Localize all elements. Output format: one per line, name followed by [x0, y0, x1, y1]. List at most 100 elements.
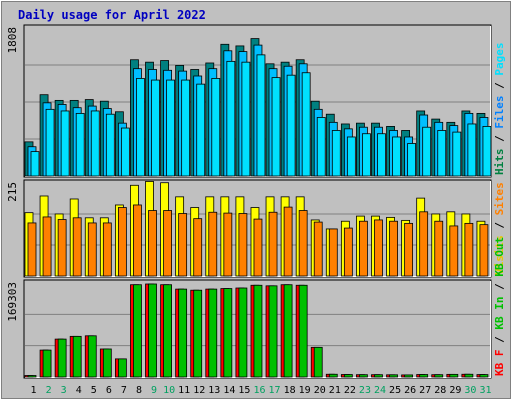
bar-mid-sites-day-20 — [313, 221, 323, 277]
panel-bot-legend: KB F / KB In / KB Out — [493, 237, 506, 376]
bar-bot-kb-in-day-11 — [178, 288, 188, 378]
bar-top-pages-day-27 — [422, 126, 432, 177]
bar-top-pages-day-22 — [346, 136, 356, 177]
day-label-7: 7 — [121, 385, 127, 396]
bar-bot-kb-in-day-16 — [253, 284, 263, 378]
bar-bot-kb-in-day-2 — [42, 349, 52, 378]
day-label-22: 22 — [344, 385, 356, 396]
bar-top-pages-day-1 — [30, 151, 40, 177]
day-label-2: 2 — [46, 385, 52, 396]
bar-mid-sites-day-31 — [479, 224, 489, 277]
bar-bot-kb-in-day-27 — [419, 374, 429, 378]
bar-mid-sites-day-18 — [283, 206, 293, 277]
bar-top-pages-day-17 — [271, 77, 281, 177]
bar-bot-kb-in-day-26 — [404, 374, 414, 378]
day-label-11: 11 — [178, 385, 190, 396]
day-label-29: 29 — [449, 385, 461, 396]
bar-mid-sites-day-15 — [238, 213, 248, 277]
bar-mid-sites-day-6 — [102, 222, 112, 277]
day-label-31: 31 — [479, 385, 491, 396]
bar-mid-sites-day-5 — [87, 222, 97, 277]
legend-separator: / — [493, 277, 506, 297]
day-label-9: 9 — [151, 385, 157, 396]
bar-top-pages-day-9 — [151, 79, 160, 177]
legend-separator: / — [493, 215, 506, 235]
bar-top-pages-day-15 — [241, 61, 251, 177]
bar-bot-kb-in-day-14 — [223, 288, 233, 378]
bar-bot-kb-in-day-3 — [57, 338, 67, 378]
bar-bot-kb-in-day-15 — [238, 287, 248, 378]
legend-item-hits: Hits — [493, 149, 506, 176]
bar-bot-kb-in-day-9 — [148, 283, 157, 378]
bar-top-pages-day-10 — [166, 79, 175, 177]
bar-mid-sites-day-30 — [464, 222, 474, 277]
day-label-23: 23 — [359, 385, 371, 396]
bar-bot-kb-in-day-4 — [72, 335, 82, 378]
bar-top-pages-day-11 — [181, 79, 191, 177]
bar-bot-kb-in-day-13 — [208, 288, 218, 378]
bar-mid-sites-day-13 — [208, 211, 218, 277]
bar-mid-sites-day-14 — [223, 212, 233, 277]
bar-mid-sites-day-4 — [72, 217, 82, 277]
day-label-30: 30 — [464, 385, 476, 396]
bar-mid-sites-day-25 — [389, 220, 398, 277]
legend-separator: / — [493, 129, 506, 149]
bar-bot-kb-in-day-25 — [389, 374, 398, 378]
legend-item-sites: Sites — [493, 182, 506, 215]
bar-top-pages-day-2 — [45, 108, 55, 177]
bar-mid-sites-day-29 — [449, 225, 459, 277]
panel-bot-max-label: 169303 — [6, 282, 19, 322]
bar-top-pages-day-28 — [437, 130, 447, 177]
day-label-27: 27 — [419, 385, 431, 396]
bar-bot-kb-in-day-7 — [117, 358, 127, 378]
bar-mid-sites-day-28 — [434, 220, 444, 277]
bar-mid-sites-day-9 — [148, 210, 157, 277]
legend-separator: / — [493, 76, 506, 96]
bar-mid-sites-day-21 — [328, 228, 338, 277]
bar-bot-kb-in-day-28 — [434, 374, 444, 378]
day-label-20: 20 — [314, 385, 326, 396]
day-label-8: 8 — [136, 385, 142, 396]
bar-top-pages-day-20 — [316, 117, 326, 177]
day-label-24: 24 — [374, 385, 386, 396]
bar-bot-kb-in-day-5 — [87, 335, 97, 378]
bar-top-pages-day-21 — [331, 130, 341, 177]
bar-mid-sites-day-8 — [133, 204, 142, 277]
panel-mid-max-label: 215 — [6, 182, 19, 202]
panel-mid-legend: Visits / Sites — [493, 182, 506, 275]
day-label-14: 14 — [223, 385, 235, 396]
chart-title: Daily usage for April 2022 — [18, 8, 206, 22]
bar-bot-kb-in-day-19 — [298, 284, 308, 378]
day-label-28: 28 — [434, 385, 446, 396]
day-label-5: 5 — [91, 385, 97, 396]
bar-top-pages-day-23 — [362, 133, 371, 177]
bar-bot-kb-in-day-6 — [102, 348, 112, 378]
bar-mid-sites-day-27 — [419, 211, 429, 277]
bar-top-pages-day-6 — [105, 113, 115, 177]
bar-bot-kb-in-day-20 — [313, 346, 323, 378]
bar-bot-kb-in-day-31 — [479, 374, 489, 378]
bar-bot-kb-in-day-1 — [27, 375, 37, 378]
day-label-16: 16 — [253, 385, 265, 396]
day-label-10: 10 — [163, 385, 175, 396]
bar-bot-kb-in-day-12 — [193, 289, 203, 378]
bar-bot-kb-in-day-10 — [163, 284, 172, 378]
bar-top-pages-day-4 — [75, 112, 85, 177]
day-label-4: 4 — [76, 385, 82, 396]
bar-bot-kb-in-day-24 — [374, 374, 383, 378]
bar-top-pages-day-12 — [196, 83, 206, 177]
bar-bot-kb-in-day-17 — [268, 285, 278, 378]
day-label-18: 18 — [284, 385, 296, 396]
bar-top-pages-day-14 — [226, 60, 236, 177]
bar-mid-sites-day-7 — [117, 207, 127, 277]
bar-top-pages-day-18 — [286, 74, 296, 177]
day-label-3: 3 — [61, 385, 67, 396]
day-label-1: 1 — [31, 385, 37, 396]
bar-mid-sites-day-19 — [298, 210, 308, 277]
legend-item-files: Files — [493, 96, 506, 129]
bar-top-pages-day-13 — [211, 78, 221, 177]
legend-separator: / — [493, 330, 506, 350]
